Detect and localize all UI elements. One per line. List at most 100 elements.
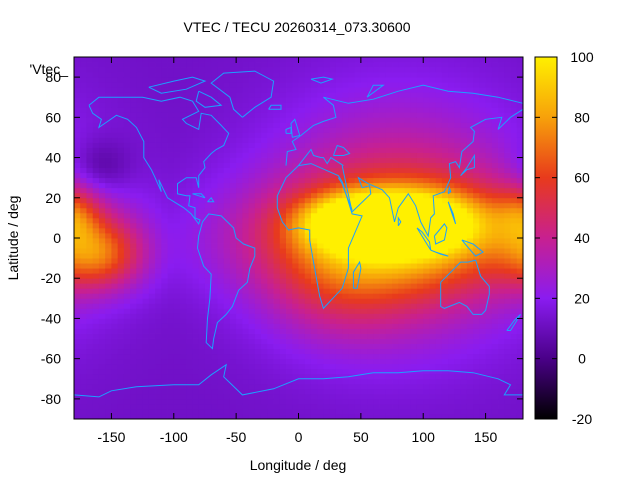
heatmap-cell: [392, 358, 399, 365]
heatmap-cell: [286, 343, 293, 350]
heatmap-cell: [211, 57, 218, 63]
heatmap-cell: [92, 353, 100, 360]
heatmap-cell: [460, 303, 468, 309]
heatmap-cell: [74, 127, 81, 133]
heatmap-cell: [155, 167, 162, 174]
heatmap-cell: [217, 172, 225, 179]
heatmap-cell: [74, 398, 81, 405]
heatmap-cell: [466, 62, 474, 68]
heatmap-cell: [317, 72, 324, 78]
heatmap-cell: [236, 62, 243, 68]
heatmap-cell: [223, 212, 231, 219]
heatmap-cell: [211, 383, 218, 390]
heatmap-cell: [261, 373, 268, 380]
heatmap-cell: [398, 122, 405, 128]
heatmap-cell: [273, 57, 281, 63]
heatmap-cell: [142, 207, 150, 214]
heatmap-cell: [136, 87, 143, 93]
heatmap-cell: [198, 323, 206, 329]
heatmap-cell: [136, 293, 143, 299]
heatmap-cell: [261, 388, 268, 395]
heatmap-cell: [254, 67, 262, 73]
heatmap-cell: [142, 142, 150, 148]
heatmap-cell: [229, 177, 237, 184]
heatmap-cell: [491, 167, 499, 174]
heatmap-cell: [123, 142, 131, 148]
heatmap-cell: [323, 283, 331, 289]
heatmap-cell: [479, 172, 486, 179]
heatmap-cell: [236, 278, 243, 284]
heatmap-cell: [117, 323, 125, 329]
heatmap-cell: [92, 333, 100, 339]
heatmap-cell: [130, 162, 137, 169]
heatmap-cell: [173, 308, 181, 314]
heatmap-cell: [229, 197, 237, 204]
heatmap-cell: [86, 127, 94, 133]
heatmap-cell: [254, 238, 262, 244]
heatmap-cell: [204, 368, 212, 375]
heatmap-cell: [123, 162, 131, 169]
heatmap-cell: [173, 137, 181, 143]
heatmap-cell: [136, 187, 143, 194]
heatmap-cell: [473, 303, 480, 309]
heatmap-cell: [123, 268, 131, 274]
heatmap-cell: [204, 182, 212, 189]
heatmap-cell: [398, 187, 405, 194]
heatmap-cell: [367, 303, 374, 309]
heatmap-cell: [192, 243, 200, 249]
heatmap-cell: [117, 408, 125, 415]
heatmap-cell: [105, 348, 112, 355]
heatmap-cell: [329, 318, 337, 324]
heatmap-cell: [204, 57, 212, 63]
heatmap-cell: [342, 102, 349, 108]
heatmap-cell: [379, 278, 387, 284]
heatmap-cell: [173, 298, 181, 304]
heatmap-cell: [404, 77, 412, 83]
heatmap-cell: [479, 127, 486, 133]
heatmap-cell: [261, 77, 268, 83]
heatmap-cell: [392, 318, 399, 324]
heatmap-cell: [74, 288, 81, 294]
heatmap-cell: [167, 273, 175, 279]
heatmap-cell: [310, 288, 318, 294]
heatmap-cell: [229, 227, 237, 234]
heatmap-cell: [441, 283, 449, 289]
heatmap-cell: [329, 87, 337, 93]
heatmap-cell: [273, 373, 281, 380]
heatmap-cell: [155, 348, 162, 355]
heatmap-cell: [136, 263, 143, 269]
heatmap-cell: [416, 117, 424, 123]
heatmap-cell: [286, 167, 293, 174]
heatmap-cell: [485, 243, 493, 249]
heatmap-cell: [155, 368, 162, 375]
heatmap-cell: [392, 132, 399, 138]
heatmap-cell: [198, 197, 206, 204]
heatmap-cell: [198, 398, 206, 405]
heatmap-cell: [236, 248, 243, 254]
heatmap-cell: [80, 368, 87, 375]
heatmap-cell: [323, 182, 331, 189]
heatmap-cell: [435, 232, 443, 239]
heatmap-cell: [298, 197, 306, 204]
heatmap-cell: [473, 373, 480, 380]
heatmap-cell: [304, 318, 312, 324]
heatmap-cell: [173, 408, 181, 415]
heatmap-cell: [398, 298, 405, 304]
heatmap-cell: [223, 358, 231, 365]
heatmap-cell: [317, 248, 324, 254]
heatmap-cell: [186, 232, 193, 239]
heatmap-cell: [180, 137, 187, 143]
heatmap-cell: [348, 122, 356, 128]
heatmap-cell: [136, 142, 143, 148]
heatmap-cell: [273, 413, 281, 420]
heatmap-cell: [348, 243, 356, 249]
heatmap-cell: [123, 398, 131, 405]
heatmap-cell: [298, 398, 306, 405]
heatmap-cell: [460, 227, 468, 234]
heatmap-cell: [74, 348, 81, 355]
heatmap-cell: [423, 288, 430, 294]
heatmap-cell: [491, 258, 499, 264]
heatmap-cell: [466, 398, 474, 405]
heatmap-cell: [117, 222, 125, 229]
heatmap-cell: [498, 393, 505, 400]
